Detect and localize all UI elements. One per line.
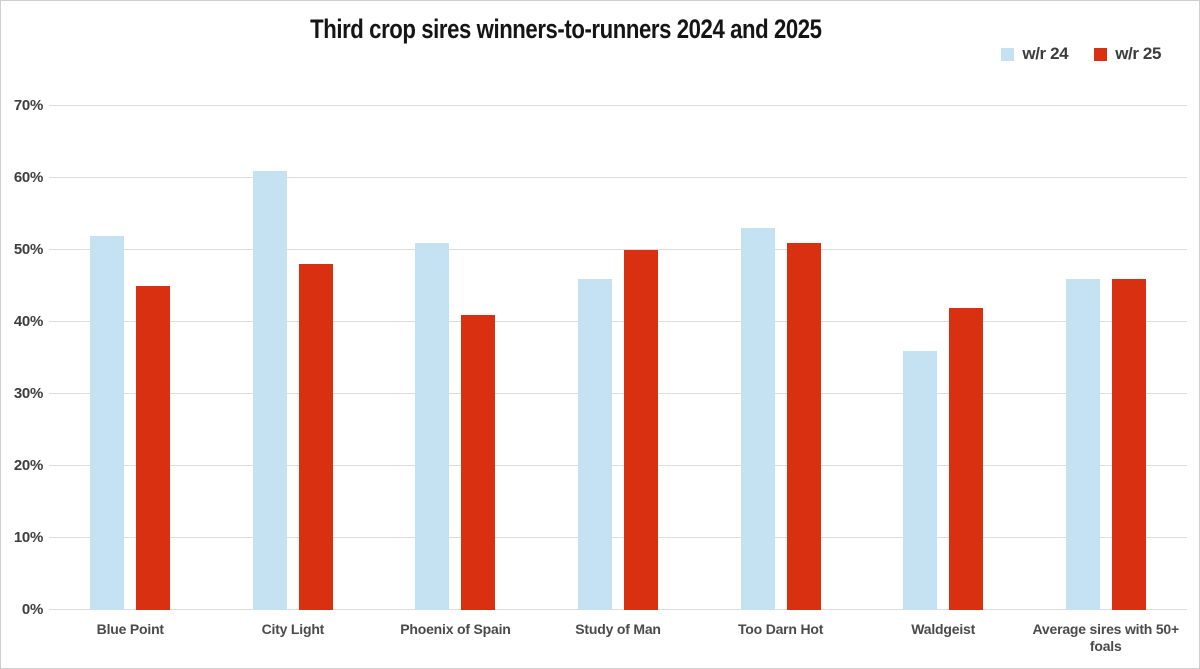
gridline: [49, 105, 1187, 106]
bar-group: [699, 70, 862, 610]
y-axis-tick-label: 70%: [13, 97, 43, 114]
gridline: [49, 321, 1187, 322]
w-r-25-bar: [786, 242, 821, 610]
chart-title-container: Third crop sires winners-to-runners 2024…: [1, 14, 1131, 45]
legend-swatch: [1001, 47, 1015, 61]
legend-label: w/r 25: [1115, 44, 1161, 63]
gridline: [49, 177, 1187, 178]
x-axis-category-label: Blue Point: [96, 621, 164, 637]
bar-group: [212, 70, 375, 610]
legend-swatch: [1094, 47, 1108, 61]
bar-group: [49, 70, 212, 610]
y-axis-tick-label: 10%: [13, 529, 43, 546]
w-r-25-bar: [1111, 278, 1146, 610]
y-axis-tick-label: 50%: [13, 241, 43, 258]
w-r-24-bar: [740, 228, 775, 610]
gridline: [49, 609, 1187, 610]
legend-item: w/r 25: [1094, 44, 1161, 64]
legend-item: w/r 24: [1001, 44, 1069, 64]
bar-group: [1024, 70, 1187, 610]
gridline: [49, 537, 1187, 538]
x-axis-category-label: Waldgeist: [911, 621, 976, 637]
w-r-25-bar: [624, 250, 659, 610]
y-axis-tick-label: 0%: [21, 601, 43, 618]
w-r-24-bar: [1065, 278, 1100, 610]
gridline: [49, 393, 1187, 394]
plot-area: [49, 70, 1187, 610]
chart-title: Third crop sires winners-to-runners 2024…: [310, 14, 822, 44]
y-axis-tick-label: 30%: [13, 385, 43, 402]
y-axis-tick-label: 20%: [13, 457, 43, 474]
x-axis-category-label: Too Darn Hot: [737, 621, 824, 637]
gridline: [49, 249, 1187, 250]
x-axis-category-label: Phoenix of Spain: [400, 621, 511, 637]
y-axis-tick-label: 60%: [13, 169, 43, 186]
w-r-25-bar: [461, 314, 496, 610]
w-r-24-bar: [252, 170, 287, 610]
w-r-25-bar: [949, 307, 984, 610]
gridline: [49, 465, 1187, 466]
w-r-25-bar: [298, 264, 333, 610]
w-r-24-bar: [578, 278, 613, 610]
bar-group: [374, 70, 537, 610]
x-axis-category-label: City Light: [261, 621, 325, 637]
x-axis-labels: Blue Point City Light Phoenix of Spain Stud…: [49, 621, 1187, 655]
w-r-24-bar: [90, 235, 125, 610]
w-r-25-bar: [136, 286, 171, 610]
x-axis-category-label: Average sires with 50+ foals: [1032, 621, 1180, 654]
chart-legend: w/r 24 w/r 25: [1001, 44, 1161, 64]
bar-groups: [49, 70, 1187, 610]
bar-group: [862, 70, 1025, 610]
legend-label: w/r 24: [1022, 44, 1069, 63]
x-axis-category-label: Study of Man: [575, 621, 661, 637]
w-r-24-bar: [415, 242, 450, 610]
y-axis-tick-label: 40%: [13, 313, 43, 330]
bar-group: [537, 70, 700, 610]
w-r-24-bar: [903, 350, 938, 610]
